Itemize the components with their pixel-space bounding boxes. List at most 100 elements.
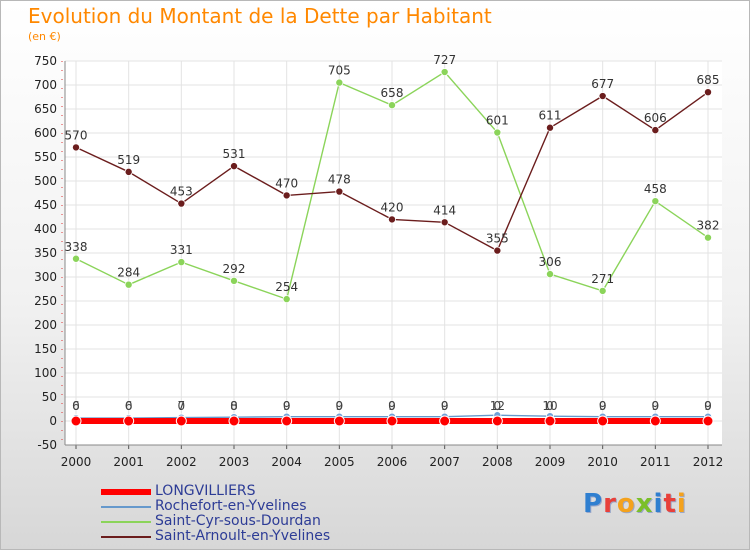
- legend-swatch-saint-cyr: [101, 521, 151, 523]
- data-point-3: [229, 162, 238, 171]
- data-point-0: [649, 415, 661, 427]
- logo-letter: t: [663, 489, 677, 519]
- legend-label-rochefort: Rochefort-en-Yvelines: [155, 498, 307, 514]
- x-tick-label: 2012: [693, 455, 724, 469]
- data-label-2: 601: [486, 114, 509, 128]
- data-point-2: [387, 101, 396, 110]
- data-label-1: 6: [125, 399, 133, 413]
- data-point-0: [333, 415, 345, 427]
- data-point-2: [440, 68, 449, 77]
- data-point-3: [335, 187, 344, 196]
- chart-title: Evolution du Montant de la Dette par Hab…: [28, 4, 492, 28]
- data-point-3: [124, 167, 133, 176]
- data-point-3: [72, 143, 81, 152]
- data-label-1: 9: [336, 399, 344, 413]
- legend-swatch-saint-arnoult: [101, 536, 151, 538]
- data-label-zero: 0: [441, 399, 449, 413]
- data-label-1: 10: [542, 399, 557, 413]
- x-tick-label: 2000: [61, 455, 92, 469]
- data-label-3: 611: [539, 109, 562, 123]
- y-tick-label: 350: [34, 246, 57, 260]
- data-label-3: 355: [486, 232, 509, 246]
- y-tick-label: 500: [34, 174, 57, 188]
- x-tick-label: 2009: [535, 455, 566, 469]
- y-tick-label: 300: [34, 270, 57, 284]
- data-point-0: [228, 415, 240, 427]
- y-tick-label: 550: [34, 150, 57, 164]
- legend-label-longvilliers: LONGVILLIERS: [155, 483, 256, 499]
- logo-letter: r: [603, 489, 617, 519]
- data-label-zero: 0: [230, 399, 238, 413]
- data-label-zero: 0: [494, 399, 502, 413]
- data-label-1: 7: [178, 399, 186, 413]
- y-tick-label: 700: [34, 78, 57, 92]
- data-point-2: [72, 254, 81, 263]
- data-point-2: [124, 280, 133, 289]
- data-label-3: 470: [275, 176, 298, 190]
- data-point-3: [704, 88, 713, 97]
- data-label-2: 284: [117, 266, 140, 280]
- data-label-3: 570: [65, 128, 88, 142]
- data-label-1: 6: [72, 399, 80, 413]
- data-label-1: 9: [599, 399, 607, 413]
- data-label-zero: 0: [388, 399, 396, 413]
- logo-letter: P: [583, 489, 604, 519]
- data-point-3: [598, 92, 607, 101]
- data-point-0: [597, 415, 609, 427]
- data-point-3: [651, 126, 660, 135]
- logo-letter: o: [616, 489, 636, 519]
- y-tick-label: 450: [34, 198, 57, 212]
- data-label-2: 306: [539, 255, 562, 269]
- data-label-3: 414: [433, 203, 456, 217]
- data-label-1: 9: [704, 399, 712, 413]
- data-point-0: [123, 415, 135, 427]
- x-tick-label: 2003: [219, 455, 250, 469]
- legend-label-saint-cyr: Saint-Cyr-sous-Dourdan: [155, 513, 321, 529]
- data-label-3: 685: [697, 73, 720, 87]
- data-label-3: 519: [117, 153, 140, 167]
- data-point-3: [440, 218, 449, 227]
- data-point-2: [651, 197, 660, 206]
- data-label-3: 478: [328, 173, 351, 187]
- x-tick-label: 2007: [429, 455, 460, 469]
- data-point-0: [175, 415, 187, 427]
- data-label-3: 531: [223, 147, 246, 161]
- data-point-0: [386, 415, 398, 427]
- chart-subtitle: (en €): [28, 30, 61, 43]
- data-point-2: [177, 258, 186, 267]
- data-point-3: [177, 199, 186, 208]
- data-label-2: 658: [381, 86, 404, 100]
- y-tick-label: 200: [34, 318, 57, 332]
- x-tick-label: 2001: [113, 455, 144, 469]
- y-tick-label: 50: [42, 390, 57, 404]
- data-label-3: 420: [381, 200, 404, 214]
- data-label-1: 9: [283, 399, 291, 413]
- data-point-0: [702, 415, 714, 427]
- data-label-1: 9: [652, 399, 660, 413]
- data-point-2: [598, 286, 607, 295]
- data-label-2: 271: [591, 272, 614, 286]
- y-tick-label: 150: [34, 342, 57, 356]
- logo-letter: i: [653, 489, 664, 519]
- data-label-2: 292: [223, 262, 246, 276]
- data-point-2: [282, 295, 291, 304]
- data-label-2: 338: [65, 240, 88, 254]
- data-label-2: 705: [328, 64, 351, 78]
- data-label-zero: 0: [72, 399, 80, 413]
- y-tick-label: 400: [34, 222, 57, 236]
- y-tick-label: 100: [34, 366, 57, 380]
- data-label-2: 727: [433, 53, 456, 67]
- x-tick-label: 2006: [377, 455, 408, 469]
- data-label-zero: 0: [652, 399, 660, 413]
- logo-letter: x: [635, 489, 654, 519]
- x-tick-label: 2002: [166, 455, 197, 469]
- x-tick-label: 2004: [271, 455, 302, 469]
- logo-letter: i: [676, 489, 687, 519]
- data-point-0: [439, 415, 451, 427]
- data-label-zero: 0: [704, 399, 712, 413]
- data-point-0: [491, 415, 503, 427]
- data-label-2: 254: [275, 280, 298, 294]
- data-point-0: [544, 415, 556, 427]
- x-tick-label: 2008: [482, 455, 513, 469]
